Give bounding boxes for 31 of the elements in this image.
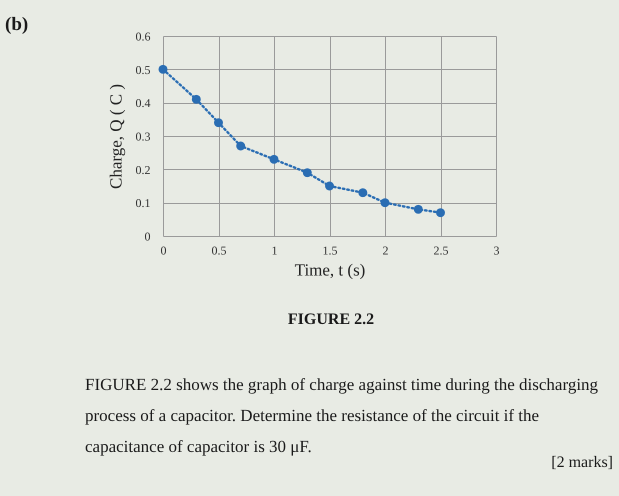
x-tick-label: 0	[160, 244, 166, 258]
y-tick-label: 0.5	[136, 62, 150, 77]
caption: FIGURE 2.2 shows the graph of charge against time during the discharging process of a capacitor. Determine the resistance of the circuit if the capacitance of capacitor is 30 μF.	[85, 375, 598, 456]
x-tick-label: 1.5	[322, 244, 338, 258]
point	[325, 182, 334, 190]
x-tick-label: 2	[382, 244, 388, 258]
y-tick-label: 0	[144, 230, 150, 244]
point	[192, 94, 201, 104]
point	[380, 198, 390, 208]
point	[236, 142, 246, 150]
text: [2 marks]	[551, 454, 613, 472]
caption: FIGURE 2.2	[288, 311, 374, 329]
y-axis-title: Charge, Q ( C )	[106, 84, 126, 189]
y-tick-label: 0.3	[136, 130, 150, 144]
text: (b)	[5, 14, 28, 36]
y-tick-label: 0.1	[136, 196, 150, 210]
point	[414, 204, 423, 214]
x-tick-label: 2.5	[434, 244, 448, 258]
x-tick-label: 1	[272, 244, 278, 258]
y-tick-label: 0.4	[136, 96, 150, 110]
x-tick-label: 0.5	[212, 244, 226, 258]
x-axis-title: Time, t (s)	[294, 260, 366, 280]
point	[302, 168, 312, 178]
point	[358, 188, 368, 198]
x-tick-label: 3	[494, 244, 500, 258]
point	[158, 64, 168, 74]
point	[214, 118, 223, 128]
y-tick-label: 0.2	[136, 162, 150, 177]
point	[270, 154, 278, 164]
point	[436, 208, 445, 218]
y-tick-label: 0.6	[136, 30, 150, 44]
